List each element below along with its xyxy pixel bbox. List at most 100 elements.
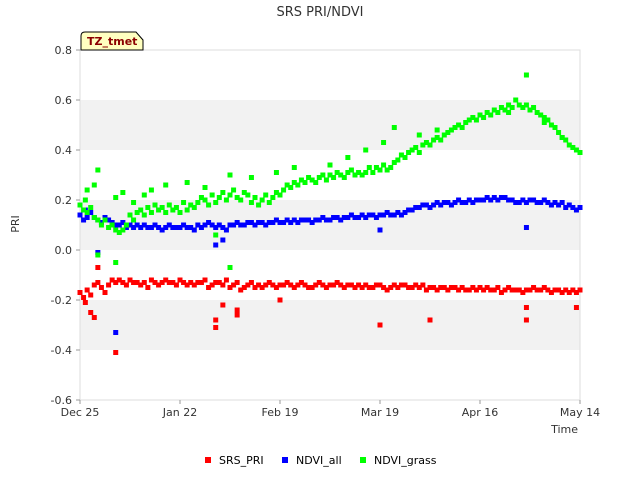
point-NDVI_all (438, 202, 444, 208)
point-SRS_PRI (573, 305, 579, 310)
point-NDVI_grass (273, 190, 279, 195)
legend-label: SRS_PRI (219, 454, 264, 467)
point-NDVI_all (206, 220, 212, 225)
point-NDVI_grass (534, 110, 540, 115)
point-NDVI_grass (427, 142, 433, 148)
point-SRS_PRI (420, 282, 426, 288)
point-NDVI_grass (531, 105, 537, 110)
point-SRS_PRI (152, 280, 158, 285)
point-NDVI_all (245, 220, 251, 225)
point-SRS_PRI (409, 285, 415, 290)
point-NDVI_all (516, 200, 522, 205)
point-SRS_PRI (438, 285, 444, 290)
point-NDVI_grass (348, 167, 354, 173)
point-NDVI_grass (198, 195, 204, 200)
point-NDVI_grass (148, 187, 154, 193)
y-tick-label: 0.8 (55, 44, 73, 57)
point-NDVI_all (398, 212, 404, 218)
point-SRS_PRI (427, 285, 433, 290)
point-NDVI_all (170, 225, 176, 230)
point-NDVI_grass (473, 117, 479, 123)
point-NDVI_grass (95, 252, 101, 258)
point-SRS_PRI (509, 287, 515, 293)
point-NDVI_grass (448, 127, 454, 133)
point-SRS_PRI (127, 277, 133, 283)
point-NDVI_grass (131, 217, 137, 223)
point-NDVI_all (413, 205, 419, 210)
point-NDVI_all (531, 197, 537, 203)
point-NDVI_grass (395, 157, 401, 163)
series-NDVI_grass (77, 72, 583, 270)
point-SRS_PRI (459, 285, 465, 290)
legend-label: NDVI_all (296, 454, 342, 467)
point-NDVI_grass (341, 175, 347, 180)
point-SRS_PRI (241, 285, 247, 290)
point-SRS_PRI (513, 287, 519, 293)
point-NDVI_grass (516, 102, 522, 108)
point-NDVI_all (320, 215, 326, 220)
point-NDVI_grass (216, 195, 222, 200)
point-SRS_PRI (413, 282, 419, 288)
point-NDVI_all (238, 222, 244, 228)
point-SRS_PRI (173, 282, 179, 288)
point-NDVI_all (577, 205, 583, 210)
point-NDVI_grass (156, 207, 162, 213)
point-NDVI_grass (391, 125, 397, 130)
point-NDVI_grass (520, 105, 526, 110)
point-NDVI_all (488, 197, 494, 203)
point-NDVI_grass (416, 132, 422, 138)
point-NDVI_all (491, 195, 497, 200)
point-SRS_PRI (384, 287, 390, 293)
point-SRS_PRI (223, 277, 229, 283)
point-SRS_PRI (238, 287, 244, 293)
point-NDVI_grass (170, 207, 176, 213)
point-NDVI_all (384, 210, 390, 215)
point-NDVI_grass (202, 197, 208, 203)
y-tick-label: 0.4 (55, 144, 73, 157)
point-NDVI_grass (577, 150, 583, 155)
point-SRS_PRI (298, 280, 304, 285)
point-SRS_PRI (113, 350, 119, 355)
point-NDVI_grass (231, 187, 237, 193)
point-SRS_PRI (166, 280, 172, 285)
point-NDVI_grass (402, 155, 408, 160)
point-SRS_PRI (195, 280, 201, 285)
point-NDVI_all (266, 220, 272, 225)
point-NDVI_all (231, 222, 237, 228)
point-SRS_PRI (441, 285, 447, 290)
point-SRS_PRI (577, 287, 583, 293)
point-SRS_PRI (77, 290, 83, 295)
point-NDVI_all (173, 225, 179, 230)
point-SRS_PRI (516, 287, 522, 293)
point-NDVI_grass (345, 170, 351, 175)
point-NDVI_all (273, 217, 279, 223)
point-SRS_PRI (466, 287, 472, 293)
point-NDVI_grass (548, 122, 554, 128)
point-SRS_PRI (98, 285, 104, 290)
point-SRS_PRI (91, 315, 97, 320)
point-NDVI_grass (148, 210, 154, 215)
point-NDVI_grass (506, 102, 512, 108)
point-NDVI_grass (381, 140, 387, 145)
point-NDVI_all (177, 225, 183, 230)
point-SRS_PRI (538, 287, 544, 293)
point-NDVI_all (216, 222, 222, 228)
point-NDVI_grass (377, 167, 383, 173)
point-NDVI_grass (313, 180, 319, 185)
point-NDVI_grass (413, 145, 419, 150)
point-NDVI_all (259, 220, 265, 225)
point-SRS_PRI (120, 280, 126, 285)
point-SRS_PRI (102, 290, 108, 295)
point-SRS_PRI (202, 277, 208, 283)
point-NDVI_grass (248, 200, 254, 205)
point-NDVI_all (213, 225, 219, 230)
point-NDVI_all (348, 212, 354, 218)
point-NDVI_all (481, 197, 487, 203)
point-SRS_PRI (313, 282, 319, 288)
point-SRS_PRI (356, 282, 362, 288)
point-NDVI_all (309, 220, 315, 225)
point-NDVI_all (252, 222, 258, 228)
point-NDVI_grass (384, 167, 390, 173)
point-NDVI_grass (556, 130, 562, 135)
